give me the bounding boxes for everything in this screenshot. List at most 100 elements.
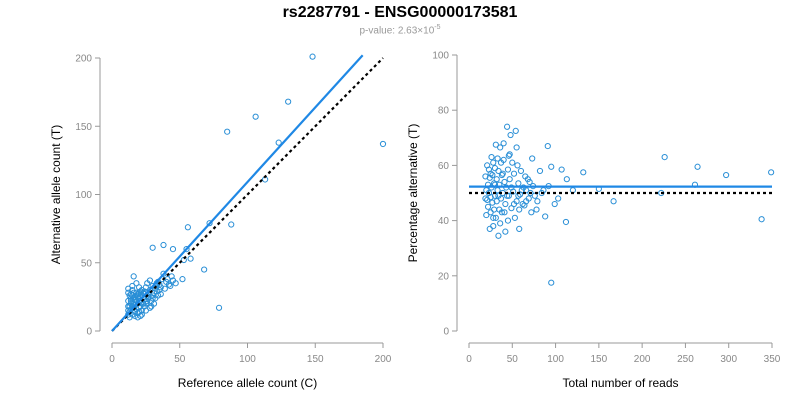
right-data-point	[501, 209, 508, 216]
left-x-axis-title: Reference allele count (C)	[178, 376, 317, 390]
right-y-axis-title: Percentage alternative (T)	[406, 124, 420, 263]
right-data-point	[529, 155, 536, 162]
left-y-tick-label: 50	[81, 258, 93, 269]
right-x-tick-label: 250	[677, 354, 694, 365]
right-data-point	[491, 206, 498, 213]
left-data-point	[183, 246, 190, 253]
right-data-point	[497, 159, 505, 166]
left-y-tick-label: 200	[75, 54, 92, 65]
left-data-point	[187, 255, 194, 262]
left-data-point	[125, 303, 132, 310]
left-x-tick-label: 150	[307, 354, 324, 365]
left-fit-line	[111, 54, 364, 332]
left-data-point	[224, 128, 231, 135]
left-data-point	[137, 303, 144, 310]
right-data-point	[527, 189, 534, 197]
left-y-tick-label: 100	[75, 190, 92, 201]
left-y-tick-label: 0	[86, 327, 92, 338]
right-y-tick-label: 20	[438, 271, 450, 282]
right-data-point	[768, 169, 775, 176]
left-y-axis-title: Alternative allele count (T)	[49, 125, 63, 264]
right-data-point	[500, 140, 507, 147]
left-data-point	[201, 266, 208, 273]
left-data-point	[215, 304, 223, 311]
right-data-point	[512, 127, 519, 134]
right-y-tick-label: 100	[432, 51, 449, 62]
right-data-point	[534, 198, 541, 205]
left-data-point	[179, 276, 186, 283]
right-data-point	[558, 166, 565, 173]
right-data-point	[524, 176, 531, 183]
left-x-tick-label: 50	[174, 354, 186, 365]
right-x-tick-label: 100	[547, 354, 564, 365]
right-data-point	[499, 170, 506, 177]
left-data-point	[152, 295, 159, 302]
right-data-point	[486, 174, 493, 181]
left-data-point	[146, 277, 154, 284]
right-data-point	[501, 178, 508, 186]
left-data-point	[275, 139, 282, 146]
left-data-point	[379, 140, 387, 148]
left-data-point	[228, 221, 235, 228]
right-data-point	[482, 195, 489, 202]
left-data-point	[285, 98, 292, 105]
left-data-point	[160, 241, 167, 249]
right-data-point	[504, 166, 512, 173]
right-data-point	[505, 192, 512, 199]
left-x-tick-label: 0	[109, 354, 115, 365]
left-data-point	[134, 291, 141, 298]
right-x-tick-label: 300	[720, 354, 737, 365]
right-data-point	[511, 214, 518, 221]
left-data-point	[146, 304, 154, 311]
right-data-point	[495, 232, 502, 239]
right-x-tick-label: 200	[634, 354, 651, 365]
right-x-tick-label: 50	[507, 354, 519, 365]
right-data-point	[484, 162, 491, 169]
right-data-point	[492, 141, 499, 148]
right-data-point	[580, 169, 587, 176]
right-y-tick-label: 60	[438, 161, 450, 172]
right-data-point	[509, 159, 516, 166]
right-data-point	[493, 198, 500, 205]
right-data-point	[516, 225, 523, 232]
right-data-point	[506, 176, 513, 183]
right-data-point	[486, 225, 493, 232]
left-data-point	[167, 282, 174, 290]
right-data-point	[506, 151, 513, 158]
right-data-point	[487, 209, 494, 216]
left-data-point	[206, 220, 213, 227]
right-data-point	[487, 170, 494, 177]
right-data-point	[502, 200, 509, 208]
right-data-point	[563, 176, 570, 183]
right-data-point	[536, 167, 544, 175]
right-data-point	[491, 165, 499, 172]
left-x-tick-label: 100	[239, 354, 256, 365]
left-data-point	[149, 244, 156, 251]
left-data-point	[157, 284, 164, 291]
left-data-point	[160, 270, 167, 277]
right-data-point	[531, 192, 538, 199]
right-x-axis-title: Total number of reads	[562, 376, 678, 390]
right-data-point	[490, 223, 497, 230]
left-reference-line	[111, 57, 384, 332]
right-data-point	[723, 171, 730, 179]
right-data-point	[510, 170, 518, 177]
chart-subtitle: p-value: 2.63×10-5	[0, 24, 800, 36]
right-data-point	[515, 180, 522, 187]
right-data-point	[542, 213, 549, 220]
right-data-point	[505, 152, 512, 159]
right-data-point	[661, 154, 668, 161]
left-y-tick-label: 150	[75, 122, 92, 133]
left-data-point	[172, 280, 179, 287]
right-data-point	[484, 203, 492, 210]
left-data-point	[130, 273, 137, 280]
right-data-point	[498, 171, 505, 179]
right-data-point	[488, 154, 495, 161]
left-data-point	[125, 285, 132, 292]
right-y-tick-label: 80	[438, 106, 450, 117]
right-data-point	[562, 218, 570, 226]
right-data-point	[497, 144, 504, 151]
right-data-point	[484, 196, 491, 203]
pvalue-exponent: -5	[434, 24, 441, 31]
left-data-point	[149, 295, 156, 302]
